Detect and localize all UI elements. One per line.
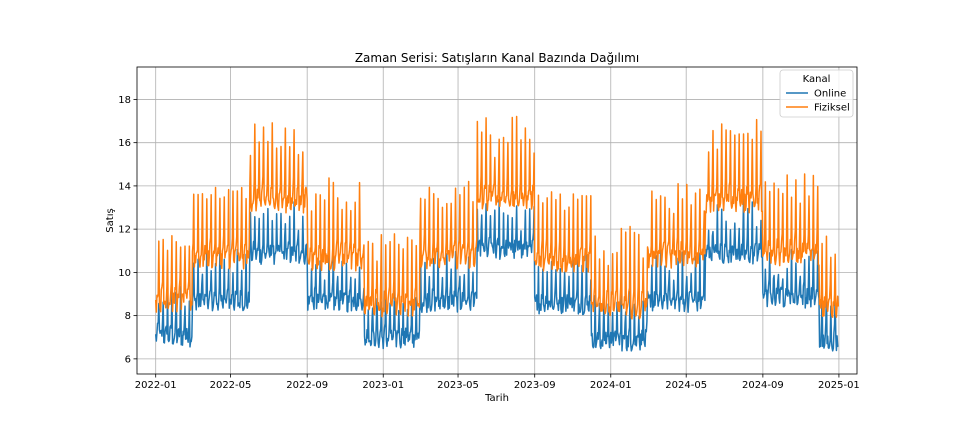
x-tick-label: 2022-01 bbox=[135, 380, 177, 391]
x-tick-label: 2024-05 bbox=[665, 380, 707, 391]
legend: Kanal Online Fiziksel bbox=[779, 69, 854, 118]
series-line-online bbox=[154, 196, 839, 352]
y-tick-label: 8 bbox=[125, 311, 131, 322]
y-tick-label: 10 bbox=[118, 268, 131, 279]
legend-label-fiziksel: Fiziksel bbox=[814, 103, 850, 114]
x-axis-title: Tarih bbox=[484, 393, 509, 404]
legend-box bbox=[779, 69, 854, 118]
series-lines bbox=[154, 115, 840, 352]
x-tick-label: 2023-05 bbox=[437, 380, 479, 391]
x-axis: 2022-01 2022-05 2022-09 2023-01 2023-05 2023-… bbox=[135, 374, 860, 391]
y-tick-label: 16 bbox=[118, 138, 131, 149]
plot-frame bbox=[136, 66, 858, 375]
y-tick-label: 6 bbox=[125, 354, 131, 365]
x-tick-label: 2024-01 bbox=[590, 380, 632, 391]
y-tick-label: 14 bbox=[118, 181, 131, 192]
series-line-fiziksel bbox=[154, 115, 840, 320]
legend-label-online: Online bbox=[814, 89, 846, 100]
y-axis-title: Satış bbox=[105, 208, 116, 232]
y-tick-label: 18 bbox=[118, 95, 131, 106]
y-tick-label: 12 bbox=[118, 225, 131, 236]
chart-title: Zaman Serisi: Satışların Kanal Bazında D… bbox=[355, 51, 639, 65]
y-axis: 6 8 10 12 14 16 18 bbox=[118, 95, 137, 365]
grid bbox=[137, 67, 857, 374]
legend-title: Kanal bbox=[803, 74, 831, 85]
x-tick-label: 2025-01 bbox=[818, 380, 860, 391]
x-tick-label: 2023-01 bbox=[362, 380, 404, 391]
x-tick-label: 2022-09 bbox=[286, 380, 328, 391]
x-tick-label: 2024-09 bbox=[742, 380, 784, 391]
x-tick-label: 2023-09 bbox=[514, 380, 556, 391]
x-tick-label: 2022-05 bbox=[210, 380, 252, 391]
